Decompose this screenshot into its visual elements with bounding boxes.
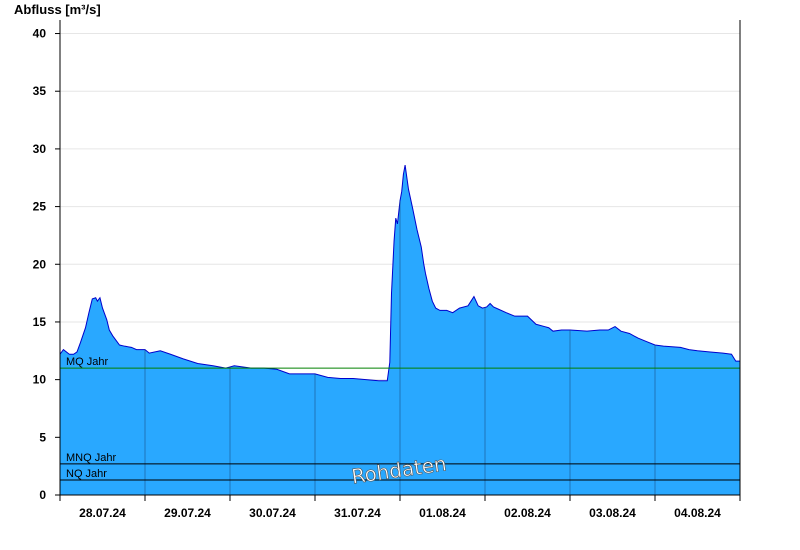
y-tick-label: 0 (39, 488, 46, 502)
y-tick-labels: 0 5 10 15 20 25 30 35 40 (33, 27, 60, 502)
y-tick-label: 10 (33, 373, 47, 387)
x-tick-label: 29.07.24 (164, 506, 211, 520)
reference-label: NQ Jahr (66, 468, 107, 480)
x-tick-label: 31.07.24 (334, 506, 381, 520)
y-tick-label: 35 (33, 84, 47, 98)
x-tick-label: 30.07.24 (249, 506, 296, 520)
reference-lines: MQ Jahr MNQ Jahr NQ Jahr (60, 356, 740, 481)
y-axis-title: Abfluss [m³/s] (14, 2, 101, 17)
x-tick-label: 04.08.24 (674, 506, 721, 520)
y-tick-label: 5 (39, 430, 46, 444)
x-tick-label: 02.08.24 (504, 506, 551, 520)
y-tick-label: 15 (33, 315, 47, 329)
y-tick-label: 30 (33, 142, 47, 156)
y-tick-label: 25 (33, 200, 47, 214)
y-tick-label: 20 (33, 257, 47, 271)
reference-label: MQ Jahr (66, 356, 109, 368)
y-tick-label: 40 (33, 27, 47, 41)
x-tick-labels: 28.07.24 29.07.24 30.07.24 31.07.24 01.08.24… (59, 495, 741, 520)
reference-label: MNQ Jahr (66, 452, 116, 464)
x-tick-label: 03.08.24 (589, 506, 636, 520)
x-tick-label: 28.07.24 (79, 506, 126, 520)
discharge-line (59, 164, 740, 382)
x-tick-label: 01.08.24 (419, 506, 466, 520)
